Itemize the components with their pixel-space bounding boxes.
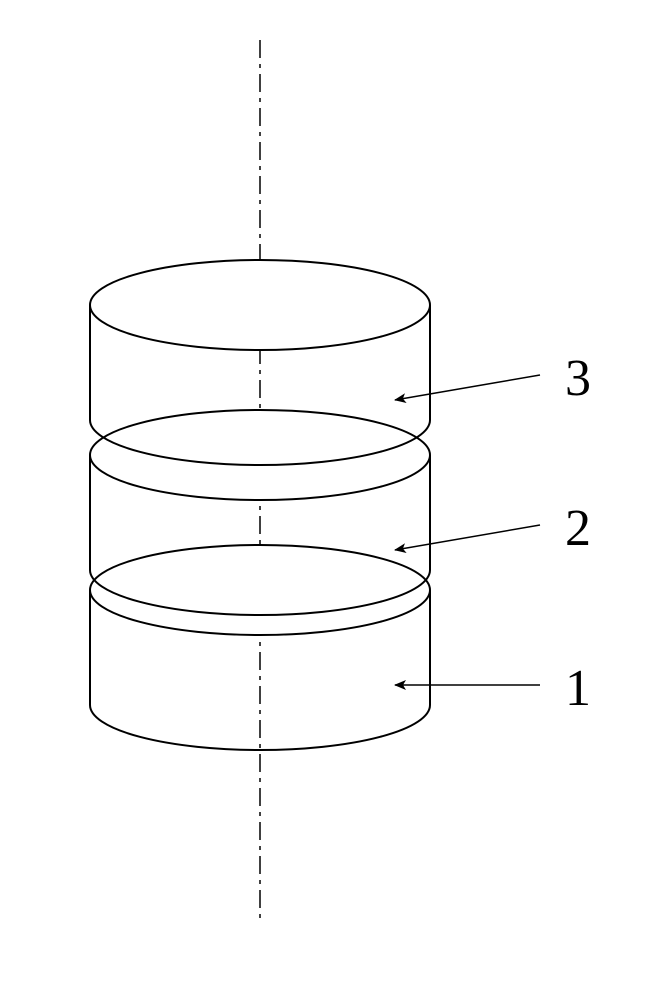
label-text: 3	[565, 350, 591, 407]
callout-1: 1	[395, 660, 591, 717]
label-text: 2	[565, 500, 591, 557]
callout-3: 3	[395, 350, 591, 407]
diagram-canvas: 3 2 1	[0, 0, 652, 1000]
callout-2: 2	[395, 500, 591, 557]
leader-line	[395, 525, 540, 550]
callout-labels: 3 2 1	[395, 350, 591, 717]
label-text: 1	[565, 660, 591, 717]
cylinder-bottom	[90, 545, 430, 750]
leader-line	[395, 375, 540, 400]
